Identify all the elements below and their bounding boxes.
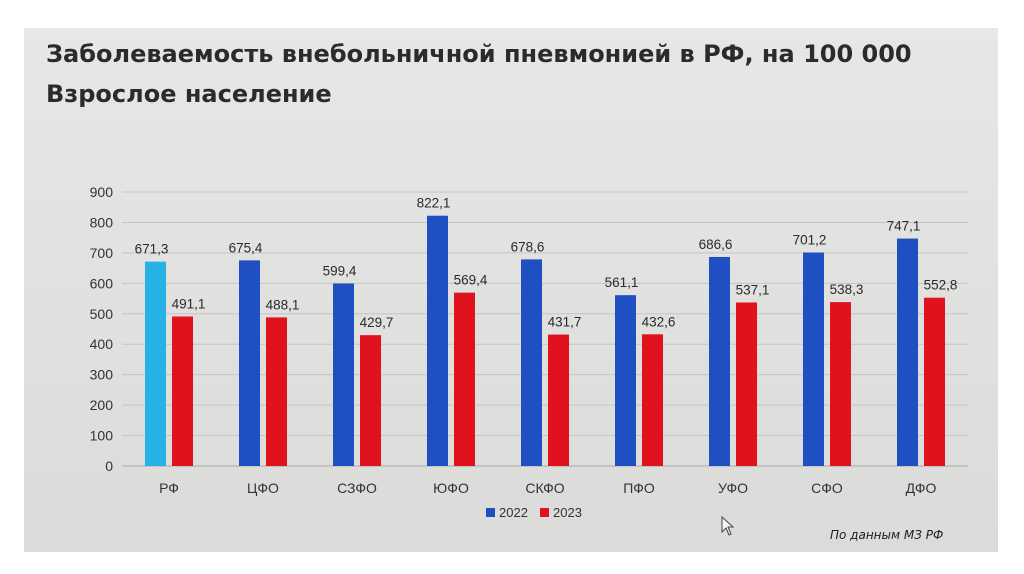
bar-chart: 0 100 200 300 400 500 600 700 800 900 671,3 491,1 РФ…: [90, 184, 968, 520]
y-tick-label: 300: [90, 367, 114, 383]
title-line-1: Заболеваемость внебольничной пневмонией …: [46, 40, 912, 68]
data-label: 701,2: [793, 233, 827, 248]
data-label: 537,1: [736, 282, 770, 297]
legend-label: 2022: [499, 505, 528, 520]
data-label: 675,4: [229, 240, 263, 255]
legend-label: 2023: [553, 505, 582, 520]
source-note: По данным МЗ РФ: [830, 528, 944, 542]
bar-2023-8: [830, 302, 851, 466]
data-label: 488,1: [266, 297, 300, 312]
bar-2023-4: [454, 292, 475, 466]
bar-2022-1: [145, 261, 166, 466]
data-label: 431,7: [548, 315, 582, 330]
y-tick-label: 400: [90, 336, 114, 352]
data-label: 432,6: [642, 314, 676, 329]
data-label: 569,4: [454, 273, 488, 288]
chart-title: Заболеваемость внебольничной пневмонией …: [46, 34, 946, 114]
y-tick-label: 700: [90, 245, 114, 261]
bar-2023-9: [924, 297, 945, 466]
bar-2022-8: [803, 252, 824, 466]
mouse-cursor-icon: [721, 516, 735, 536]
data-label: 429,7: [360, 315, 394, 330]
data-label: 552,8: [924, 278, 958, 293]
y-tick-label: 0: [105, 458, 113, 474]
bar-2023-5: [548, 334, 569, 466]
x-tick-label: СФО: [811, 480, 843, 496]
bar-2022-9: [897, 238, 918, 466]
title-line-2: Взрослое население: [46, 80, 332, 108]
y-tick-label: 600: [90, 275, 114, 291]
x-tick-label: СЗФО: [337, 480, 377, 496]
data-label: 747,1: [887, 219, 921, 234]
data-label: 599,4: [323, 264, 357, 279]
data-label: 561,1: [605, 275, 639, 290]
x-tick-label: РФ: [159, 480, 179, 496]
y-tick-label: 900: [90, 184, 114, 200]
data-label: 538,3: [830, 282, 864, 297]
bar-2022-2: [239, 260, 260, 466]
bar-2023-3: [360, 335, 381, 466]
bar-2023-6: [642, 334, 663, 466]
x-tick-label: ДФО: [906, 480, 937, 496]
bar-2022-6: [615, 295, 636, 466]
x-tick-label: ЮФО: [433, 480, 469, 496]
data-label: 678,6: [511, 239, 545, 254]
bar-2022-3: [333, 283, 354, 466]
bar-2022-5: [521, 259, 542, 466]
data-label: 822,1: [417, 196, 451, 211]
y-tick-label: 200: [90, 397, 114, 413]
bar-2023-7: [736, 302, 757, 466]
y-tick-label: 100: [90, 428, 114, 444]
legend-swatch-2022: [486, 508, 495, 517]
x-tick-label: ПФО: [623, 480, 655, 496]
x-tick-label: УФО: [718, 480, 748, 496]
data-label: 491,1: [172, 296, 206, 311]
y-tick-label: 500: [90, 306, 114, 322]
bar-2022-7: [709, 256, 730, 466]
y-tick-label: 800: [90, 214, 114, 230]
data-label: 686,6: [699, 237, 733, 252]
data-label: 671,3: [135, 242, 169, 257]
slide: Заболеваемость внебольничной пневмонией …: [24, 28, 998, 552]
bar-2023-2: [266, 317, 287, 466]
bar-2023-1: [172, 316, 193, 466]
x-tick-label: СКФО: [525, 480, 564, 496]
bar-2022-4: [427, 215, 448, 466]
x-tick-label: ЦФО: [247, 480, 279, 496]
legend-swatch-2023: [540, 508, 549, 517]
